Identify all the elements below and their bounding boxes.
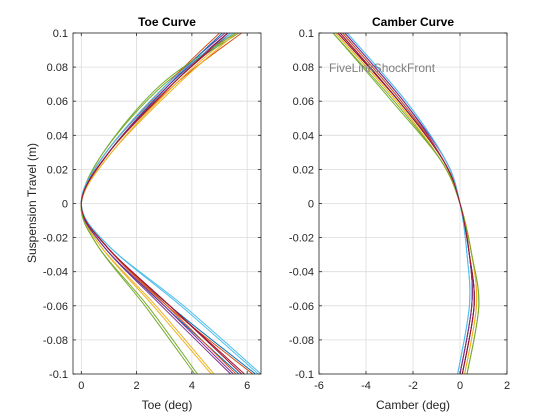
toe-curve-x-tick-label: 6 <box>244 380 250 392</box>
toe-curve-y-tick-label: 0.08 <box>47 62 68 74</box>
camber-curve-series-group <box>332 33 480 374</box>
toe-curve-ylabel: Suspension Travel (m) <box>25 143 39 263</box>
toe-curve-panel: 0 2 4 6 -0.1 -0.08 -0.06 -0.04 -0.02 0 0.02 0.04 0.0… <box>25 15 262 412</box>
camber-curve-y-tick-label: -0.06 <box>289 301 314 313</box>
camber-curve-x-tick-label: 2 <box>504 380 510 392</box>
toe-curve-series-line-14 <box>80 33 245 374</box>
camber-curve-x-tick-label: -6 <box>314 380 324 392</box>
camber-curve-x-tick-label: 0 <box>457 380 463 392</box>
camber-curve-y-tick-label: 0.06 <box>293 96 314 108</box>
toe-curve-title: Toe Curve <box>138 15 196 29</box>
camber-curve-title: Camber Curve <box>372 15 454 29</box>
camber-curve-y-tick-label: -0.04 <box>289 267 314 279</box>
camber-curve-y-tick-label: 0 <box>308 199 314 211</box>
toe-curve-y-tick-label: -0.08 <box>43 335 68 347</box>
camber-curve-x-tick-label: -2 <box>408 380 418 392</box>
toe-curve-y-tick-label: -0.04 <box>43 267 68 279</box>
toe-curve-y-tick-label: 0.04 <box>47 130 68 142</box>
toe-curve-y-tick-label: -0.06 <box>43 301 68 313</box>
toe-curve-xlabel: Toe (deg) <box>142 398 193 412</box>
toe-curve-x-tick-label: 2 <box>134 380 140 392</box>
camber-curve-y-tick-label: -0.02 <box>289 233 314 245</box>
camber-curve-panel: -6 -4 -2 0 2 -0.1 -0.08 -0.06 -0.04 -0.02 0 0.02 0.0… <box>289 15 510 412</box>
camber-curve-series-line-14 <box>337 33 475 374</box>
toe-curve-y-tick-label: 0.02 <box>47 164 68 176</box>
camber-curve-y-tick-label: -0.1 <box>295 369 314 381</box>
camber-curve-y-tick-label: 0.1 <box>299 28 314 40</box>
camber-curve-x-tick-label: -4 <box>361 380 371 392</box>
toe-curve-y-tick-label: 0.1 <box>53 28 68 40</box>
camber-curve-xlabel: Camber (deg) <box>376 398 450 412</box>
camber-curve-y-tick-label: 0.02 <box>293 164 314 176</box>
toe-curve-x-tick-label: 0 <box>78 380 84 392</box>
toe-curve-series-group <box>80 33 261 374</box>
camber-curve-y-tick-label: -0.08 <box>289 335 314 347</box>
toe-curve-x-tick-label: 4 <box>189 380 195 392</box>
camber-curve-annotation: FiveLinkShockFront <box>329 61 436 75</box>
toe-curve-y-tick-label: 0.06 <box>47 96 68 108</box>
camber-curve-y-tick-label: 0.04 <box>293 130 314 142</box>
toe-curve-y-tick-label: 0 <box>62 199 68 211</box>
toe-curve-y-tick-label: -0.02 <box>43 233 68 245</box>
toe-curve-y-tick-label: -0.1 <box>49 369 68 381</box>
camber-curve-y-tick-label: 0.08 <box>293 62 314 74</box>
